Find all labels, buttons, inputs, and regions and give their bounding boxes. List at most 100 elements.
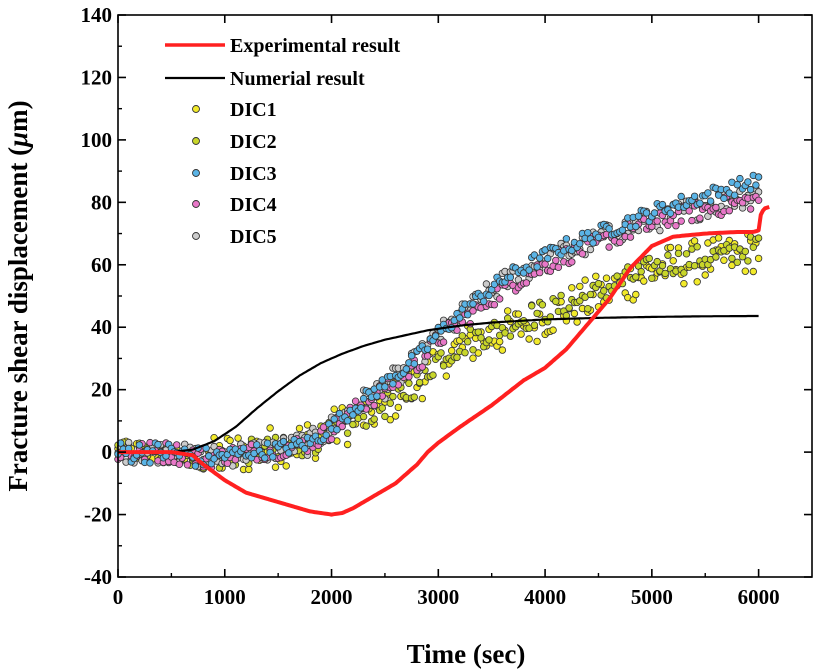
dic3-point [605,225,613,233]
legend-label: DIC2 [230,131,277,153]
dic3-point [632,222,640,231]
y-tick-label: 140 [81,3,113,27]
dic1-point [343,440,352,449]
dic1-point [741,267,749,275]
dic4-point [338,422,346,431]
series-line-experimental-result [118,205,770,517]
dic1-point [525,335,533,343]
dic3-point [333,426,341,434]
legend-item-dic3: DIC3 [192,163,277,185]
dic4-point [370,401,378,410]
dic4-point [439,338,448,346]
dic3-point [584,228,592,237]
dic2-point [613,272,621,280]
dic2-point [754,234,763,242]
dic4-point [405,373,413,381]
legend-label: DIC4 [230,194,277,216]
y-axis-title-tail: m) [3,100,33,131]
dic2-point [506,332,515,340]
dic3-point [733,180,741,189]
dic3-point [389,380,397,388]
dic3-point [469,300,477,308]
dic3-point [677,192,685,201]
legend-item-dic1: DIC1 [192,99,277,121]
dic2-point [378,404,386,412]
dic3-point [239,444,248,452]
dic3-point [525,266,533,274]
dic3-point [589,239,597,247]
dic1-point [226,436,234,445]
dic2-point [501,329,509,337]
dic2-point [538,301,547,309]
dic3-point [456,314,464,322]
dic1-point [234,434,242,442]
dic3-point [720,194,728,203]
y-tick-label: 0 [102,440,113,464]
dic2-point [530,321,539,329]
dic1-point [418,394,426,403]
dic4-point [653,217,661,225]
dic3-point [349,411,357,419]
dic1-point [303,421,312,429]
dic2-point [728,254,736,263]
dic3-point [562,235,571,243]
dic3-point [706,197,715,205]
dic4-point [626,233,635,241]
dic1-point [442,372,450,380]
dic2-point [653,257,661,266]
dic3-point [744,178,752,186]
dic3-point [464,311,472,319]
legend-item-dic2: DIC2 [192,131,277,153]
dic3-point [576,239,584,248]
dic3-point [730,191,739,199]
dic2-point [584,305,592,313]
dic3-point [752,181,760,189]
dic4-point [696,214,704,222]
legend-label: DIC3 [230,163,277,185]
dic4-point [688,216,696,225]
dic3-point [536,254,544,262]
dic2-point [637,267,645,276]
dic2-point [658,261,667,270]
legend-marker-swatch [192,232,200,240]
dic2-point [349,420,357,429]
dic3-point [263,439,272,447]
dic2-point [415,378,424,387]
dic3-point [594,233,603,242]
dic1-point [394,403,402,412]
dic4-point [490,301,499,309]
dic2-point [682,250,691,258]
dic1-point [498,346,507,354]
dic2-point [343,429,352,437]
y-axis-title-main: Fracture shear displacement ( [3,147,33,492]
dic2-point [362,422,370,430]
dic1-point [576,282,584,291]
dic1-point [720,256,728,264]
dic4-point [616,238,624,247]
dic2-point [410,393,418,401]
dic3-point [506,273,515,281]
dic1-point [701,271,709,279]
y-tick-label: -40 [84,565,112,589]
dic3-point [642,209,651,217]
dic4-point [496,295,504,303]
dic3-point [210,455,218,463]
dic2-point [485,336,493,344]
legend-label: DIC1 [230,99,277,121]
series-line-numerial-result [118,314,759,454]
dic1-point [592,272,600,280]
dic1-point [581,276,589,284]
dic3-point [650,209,659,217]
dic3-point [154,440,162,449]
dic2-point [674,249,683,258]
dic2-point [741,247,749,256]
dic2-point [645,254,653,263]
dic1-point [573,318,581,326]
dic2-point [386,399,394,407]
dic3-point [322,431,330,439]
dic2-point [557,291,565,300]
dic2-point [680,269,688,277]
dic4-point [327,435,336,443]
series-dic3 [114,171,763,470]
